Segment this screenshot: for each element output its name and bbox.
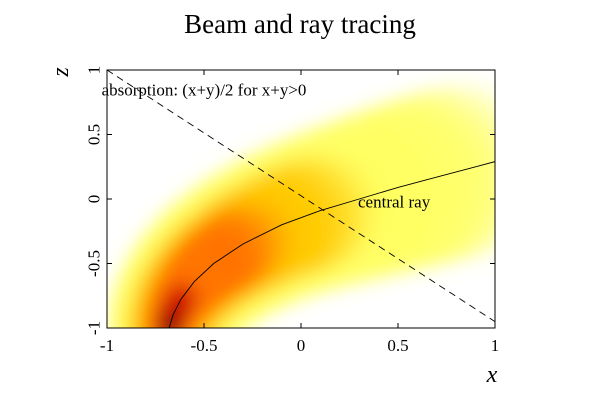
x-tick-label: 0.5 <box>387 336 408 355</box>
y-tick-label: 0 <box>85 195 104 204</box>
plot-area <box>107 70 495 328</box>
x-axis-ticks: -1 -0.5 0 0.5 1 <box>100 70 499 355</box>
y-axis-ticks: -1 -0.5 0 0.5 1 <box>85 66 495 335</box>
beam-intensity-mark <box>370 82 495 260</box>
x-axis-label: x <box>486 362 498 388</box>
y-tick-label: -0.5 <box>85 250 104 277</box>
y-tick-label: -1 <box>85 321 104 335</box>
absorption-annotation: absorption: (x+y)/2 for x+y>0 <box>102 80 307 99</box>
chart-title: Beam and ray tracing <box>184 9 416 39</box>
y-tick-label: 1 <box>85 66 104 75</box>
x-tick-label: -0.5 <box>191 336 218 355</box>
central-ray-line <box>168 161 495 328</box>
x-tick-label: -1 <box>100 336 114 355</box>
y-tick-label: 0.5 <box>85 124 104 145</box>
absorption-boundary-dashed-line <box>107 70 495 322</box>
central-ray-label: central ray <box>358 193 431 212</box>
y-axis-label: z <box>48 67 74 78</box>
x-tick-label: 1 <box>491 336 500 355</box>
x-tick-label: 0 <box>297 336 306 355</box>
